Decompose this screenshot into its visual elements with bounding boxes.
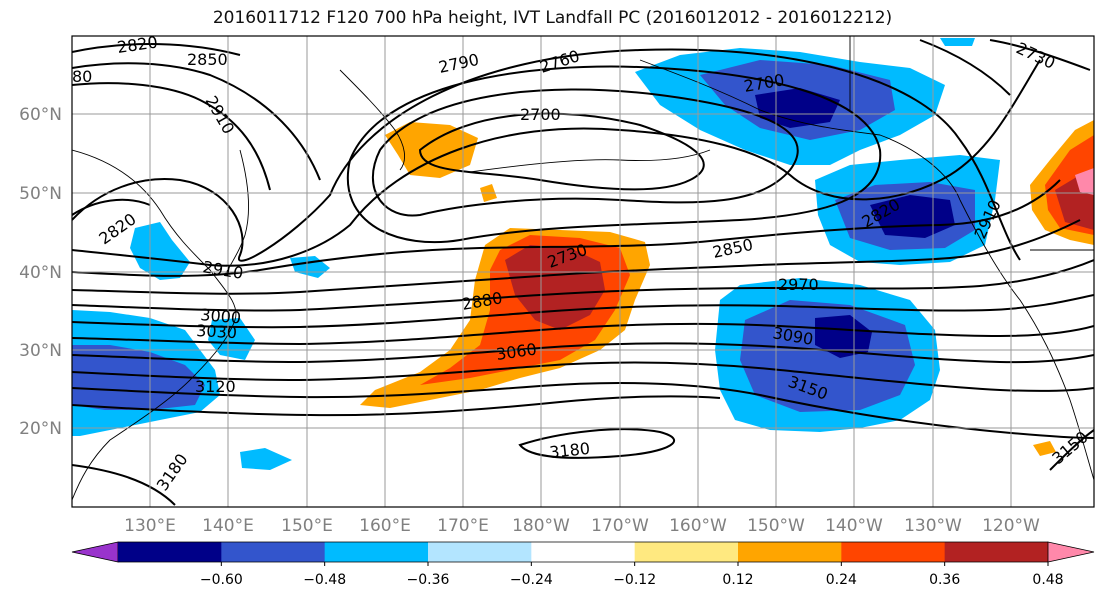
lon-label: 140°E bbox=[202, 516, 254, 536]
contour-line bbox=[72, 48, 1021, 262]
colorbar-segment bbox=[118, 542, 222, 562]
westcoast-positive-peak bbox=[1075, 168, 1094, 195]
lat-label: 50°N bbox=[19, 184, 62, 204]
latitude-labels: 60°N 50°N 40°N 30°N 20°N bbox=[19, 105, 62, 439]
contour-label: 2700 bbox=[520, 105, 561, 124]
contour-label: 3030 bbox=[196, 321, 238, 342]
contour-line bbox=[72, 259, 1094, 312]
asia-coastline bbox=[72, 149, 237, 501]
colorbar-segment bbox=[428, 542, 532, 562]
map-frame bbox=[71, 35, 1095, 508]
subtropical-positive-patch bbox=[1033, 441, 1056, 456]
colorbar: −0.60 −0.48 −0.36 −0.24 −0.12 0.12 0.24 0.36 0.4… bbox=[71, 541, 1095, 588]
lon-label: 130°W bbox=[904, 516, 962, 536]
contour-label: 3000 bbox=[200, 305, 242, 327]
colorbar-tick-label: 0.36 bbox=[929, 572, 960, 588]
contour-line bbox=[371, 88, 799, 217]
japan-negative-patch bbox=[130, 222, 190, 280]
colorbar-extend-high bbox=[1047, 541, 1095, 563]
colorbar-segment bbox=[841, 542, 946, 562]
subtropical-negative-mid bbox=[740, 300, 915, 412]
colorbar-tick-label: −0.48 bbox=[303, 572, 346, 588]
colorbar-segment bbox=[324, 542, 429, 562]
contour-line bbox=[1049, 429, 1094, 471]
lat-label: 40°N bbox=[19, 263, 62, 283]
colorbar-tick-label: −0.60 bbox=[200, 572, 243, 588]
colorbar-segment bbox=[221, 542, 326, 562]
colorbar-tick-label: −0.24 bbox=[510, 572, 553, 588]
contour-line bbox=[72, 382, 1094, 439]
colorbar-extend-low bbox=[71, 541, 119, 563]
colorbar-tick-label: −0.12 bbox=[613, 572, 656, 588]
contour-line bbox=[72, 294, 1094, 329]
contour-line bbox=[919, 39, 1011, 96]
longitude-labels: 130°E 140°E 150°E 160°E 170°E 180°W 170°… bbox=[124, 516, 1040, 536]
contour-line bbox=[72, 43, 241, 56]
contour-line bbox=[72, 198, 151, 216]
contour-label: 3120 bbox=[195, 377, 236, 396]
colorbar-tick-label: 0.24 bbox=[826, 572, 857, 588]
lon-label: 170°W bbox=[591, 516, 649, 536]
contour-label: 80 bbox=[72, 67, 92, 86]
lon-label: 140°W bbox=[825, 516, 883, 536]
subtropical-negative-core bbox=[815, 315, 872, 358]
japan-coastline bbox=[224, 149, 250, 276]
contour-line bbox=[72, 62, 321, 181]
colorbar-border bbox=[118, 541, 1048, 563]
lat-label: 30°N bbox=[19, 341, 62, 361]
lon-label: 150°W bbox=[747, 516, 805, 536]
lon-label: 150°E bbox=[281, 516, 333, 536]
contour-line bbox=[72, 342, 1094, 364]
coastlines bbox=[72, 36, 1094, 501]
contour-line bbox=[72, 361, 1094, 392]
kamchatka-coastline bbox=[339, 69, 406, 171]
lon-label: 160°E bbox=[359, 516, 411, 536]
lon-label: 170°E bbox=[437, 516, 489, 536]
contour-line bbox=[72, 395, 721, 417]
lat-label: 60°N bbox=[19, 105, 62, 125]
lon-label: 160°W bbox=[669, 516, 727, 536]
graticule bbox=[72, 36, 1094, 507]
lon-label: 180°W bbox=[512, 516, 570, 536]
contour-label: 2820 bbox=[116, 32, 159, 56]
lat-label: 20°N bbox=[19, 419, 62, 439]
small-negative-patch-c bbox=[240, 448, 292, 470]
colorbar-segment bbox=[738, 542, 842, 562]
lon-label: 130°E bbox=[124, 516, 176, 536]
colorbar-segment bbox=[531, 542, 636, 562]
map-title: 2016011712 F120 700 hPa height, IVT Land… bbox=[212, 8, 893, 28]
aleutian-islands bbox=[469, 149, 711, 173]
contour-line bbox=[72, 82, 271, 191]
contour-label: 2970 bbox=[778, 275, 819, 294]
contour-line bbox=[347, 65, 882, 244]
colorbar-tick-label: 0.48 bbox=[1032, 572, 1063, 588]
small-negative-patch-d bbox=[940, 38, 975, 46]
lon-label: 120°W bbox=[982, 516, 1040, 536]
contour-line bbox=[518, 428, 675, 459]
kamchatka-positive bbox=[385, 122, 478, 178]
north-america-coastline bbox=[959, 199, 1094, 481]
contour-line bbox=[72, 322, 1094, 346]
contour-line bbox=[72, 464, 176, 506]
height-contours bbox=[72, 39, 1094, 506]
contour-label: 2850 bbox=[187, 50, 228, 69]
colorbar-tick-label: −0.36 bbox=[407, 572, 450, 588]
colorbar-tick-label: 0.12 bbox=[722, 572, 753, 588]
colorbar-segment bbox=[634, 542, 739, 562]
colorbar-segment bbox=[944, 542, 1049, 562]
contour-label: 3180 bbox=[548, 439, 590, 462]
contour-line bbox=[989, 39, 1091, 71]
